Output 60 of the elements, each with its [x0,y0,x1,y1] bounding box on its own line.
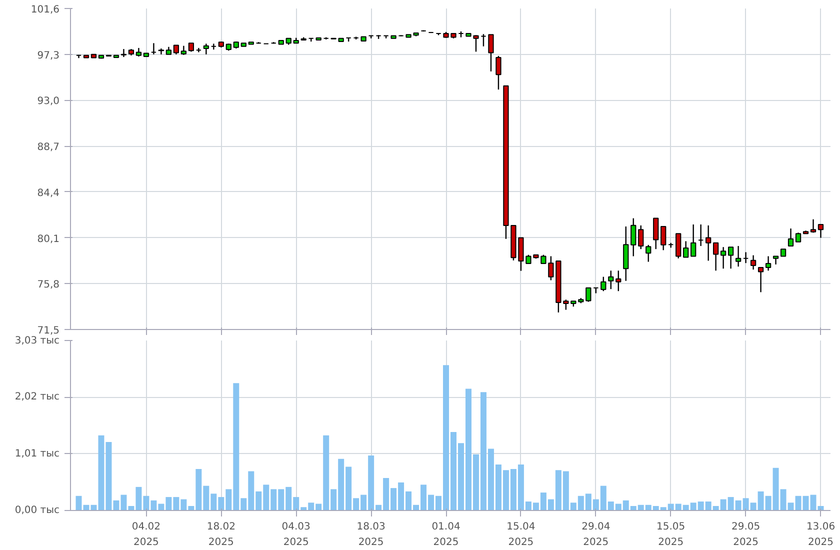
x-tick-label: 18.03 2025 [356,522,386,548]
candlestick [203,43,209,55]
candlestick [210,43,216,50]
y-tick-label: 1,01 тыс [14,448,60,460]
candlestick [788,228,794,247]
candlestick [795,232,802,242]
y-tick-label: 80,1 [37,234,60,245]
x-tick-label: 01.04 2025 [432,522,460,548]
candlestick [180,45,186,56]
candlestick [638,224,644,250]
y-tick-label: 71,5 [37,326,60,336]
y-tick-label: 93,0 [37,96,60,108]
candlestick [158,48,164,55]
candlestick [608,270,614,290]
x-tick-label: 29.04 2025 [582,522,610,548]
candlestick [818,224,824,238]
candlestick [750,254,756,270]
x-tick-label: 15.04 2025 [506,522,536,548]
candlestick [810,218,816,234]
x-tick-label: 04.02 2025 [132,522,161,548]
candlestick [616,270,622,292]
candlestick [765,256,772,272]
y-tick-label: 3,03 тыс [14,336,60,346]
y-tick-label: 101,6 [30,4,60,16]
candlestick [660,226,666,251]
candlestick [706,224,712,262]
candlestick [653,218,659,250]
y-tick-label: 88,7 [37,142,60,154]
x-tick-label: 13.06 2025 [806,522,836,548]
candlestick [196,47,202,53]
candlestick [735,245,742,268]
candlestick [676,233,682,259]
x-tick-label: 18.02 2025 [206,522,236,548]
candlestick [713,242,719,272]
candlestick [173,44,180,55]
candlestick [758,266,764,293]
y-tick-label: 97,3 [37,50,60,62]
x-tick-label: 29.05 2025 [731,522,760,548]
candlestick [690,224,696,257]
x-tick-label: 15.05 2025 [656,522,686,548]
y-tick-label: 75,8 [37,280,60,291]
candlestick [600,276,606,292]
candlestick [480,33,486,47]
candlestick [496,55,502,90]
candlestick [720,246,726,270]
candlestick [742,252,749,264]
candlestick [630,218,636,257]
candlestick [586,287,592,302]
candlestick [728,246,734,270]
candlestick [150,42,157,55]
y-tick-label: 0,00 тыс [14,505,60,516]
x-tick-label: 04.03 2025 [282,522,310,548]
candlestick [683,240,689,258]
y-tick-label: 2,02 тыс [14,392,60,403]
candlestick [488,34,494,72]
candlestick [646,244,652,262]
y-tick-label: 84,4 [37,188,60,199]
candlestick [623,226,629,282]
candlestick [698,224,704,247]
candlestick [120,48,127,58]
